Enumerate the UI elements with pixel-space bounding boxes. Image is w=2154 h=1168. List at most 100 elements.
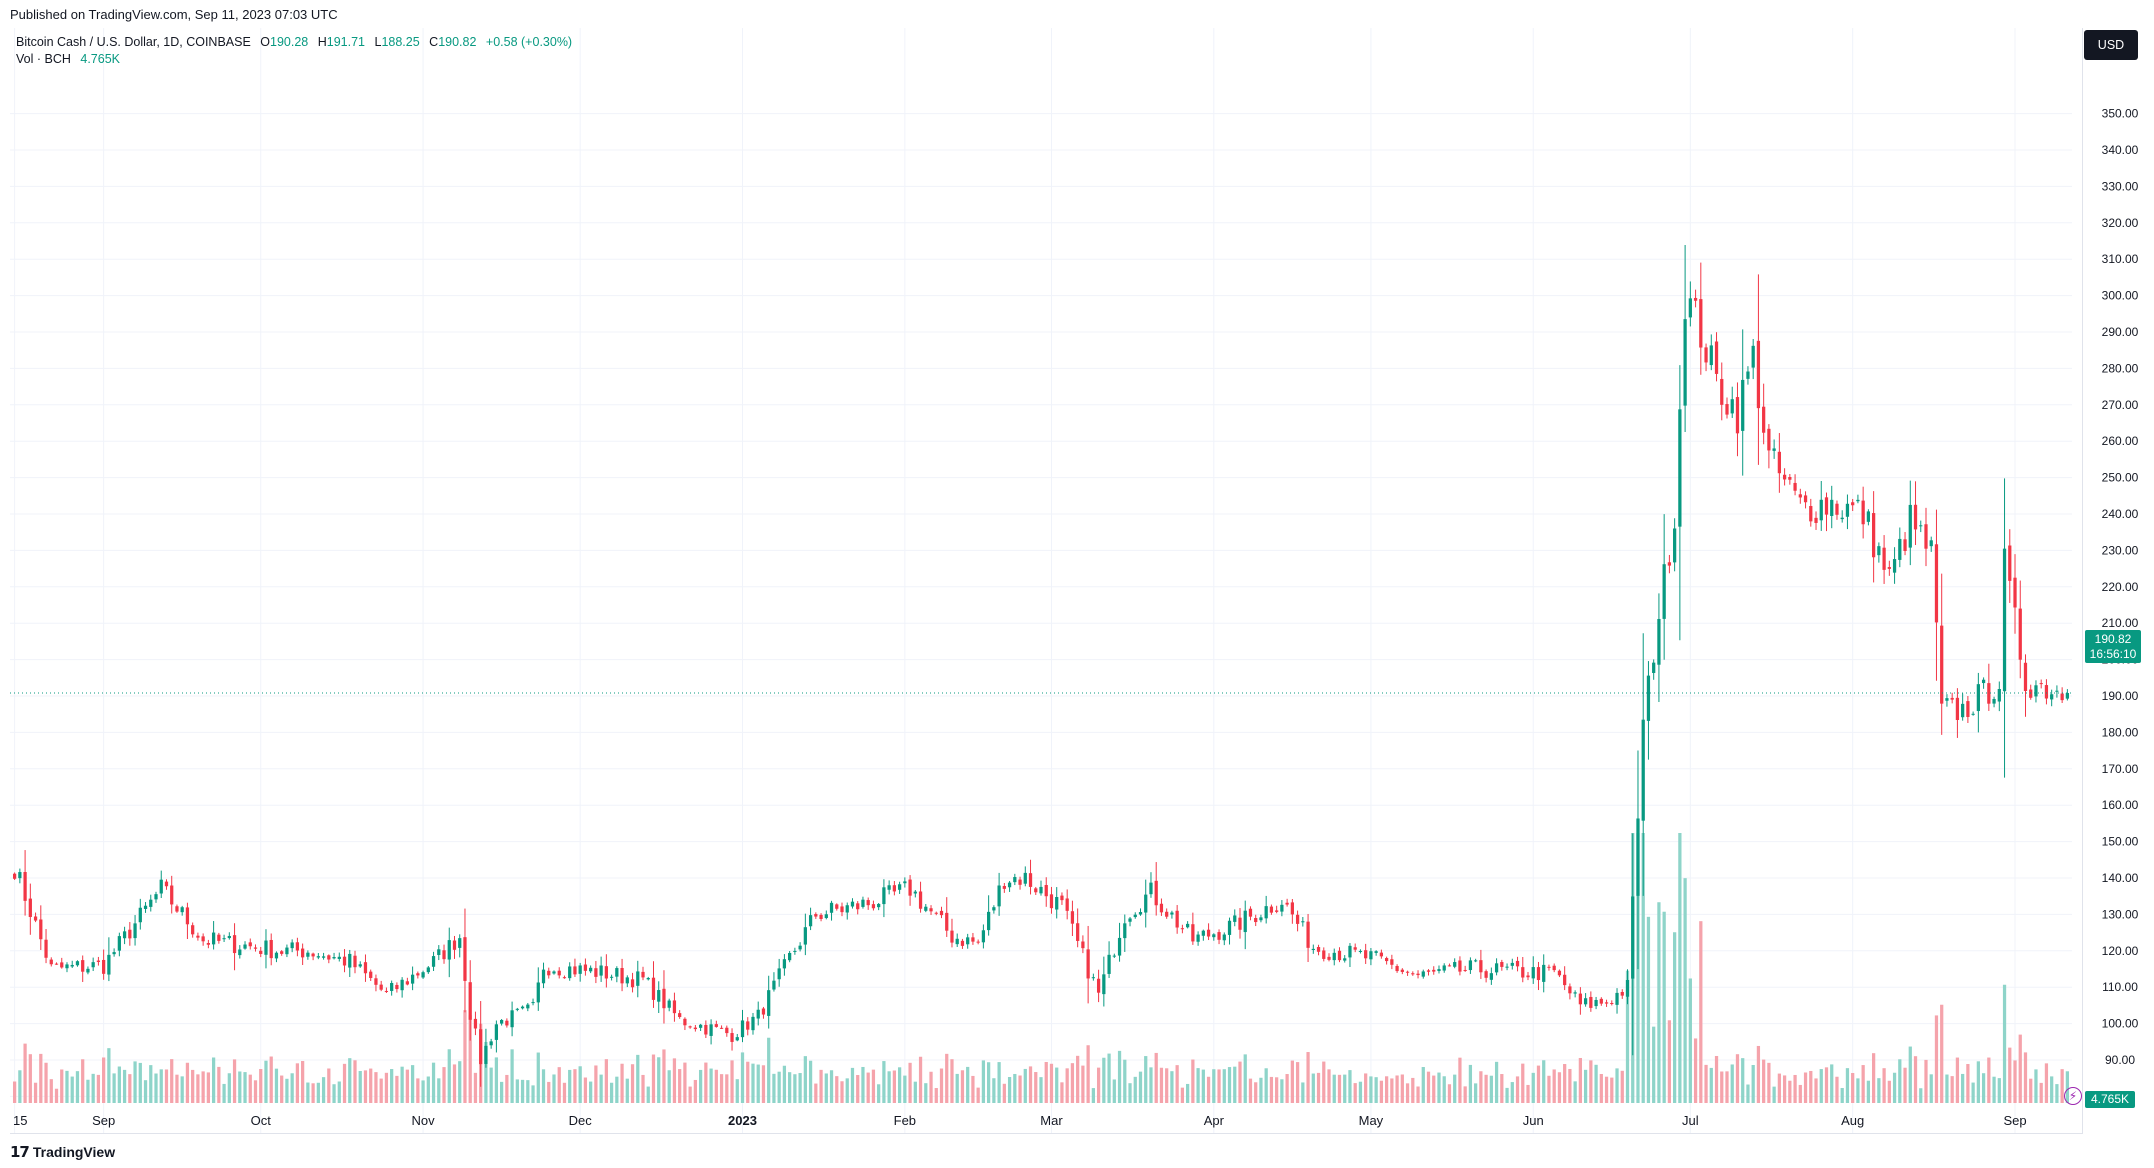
candle-body [662, 988, 666, 1009]
volume-bar [824, 1073, 828, 1103]
last-price-value: 190.82 [2094, 632, 2132, 646]
candle-body [2065, 693, 2070, 699]
candle-body [1824, 497, 1829, 515]
volume-bar [1458, 1057, 1462, 1103]
tradingview-brand[interactable]: 𝟭𝟳 TradingView [10, 1143, 115, 1161]
volume-bar [316, 1082, 320, 1103]
candle-body [133, 923, 137, 939]
volume-bar [1348, 1070, 1352, 1103]
legend-row-price: Bitcoin Cash / U.S. Dollar, 1D, COINBASE… [16, 34, 572, 51]
volume-bar [227, 1073, 231, 1103]
lightning-icon[interactable]: ⚡ [2064, 1087, 2082, 1105]
volume-bar [1254, 1082, 1258, 1103]
candle-body [1070, 911, 1075, 924]
candle-body [1950, 697, 1954, 700]
volume-bar [500, 1081, 504, 1103]
candle-body [788, 952, 792, 961]
candle-body [1536, 967, 1541, 981]
candle-body [1662, 564, 1666, 619]
volume-bar [945, 1053, 949, 1103]
volume-bar [442, 1067, 446, 1103]
candle-body [437, 949, 441, 955]
candle-body [65, 964, 69, 969]
volume-bar [1484, 1074, 1488, 1103]
volume-bar [646, 1086, 650, 1103]
candle-body [390, 982, 394, 991]
candle-body [1919, 525, 1923, 527]
candle-body [646, 978, 650, 980]
volume-bar [301, 1061, 305, 1103]
candle-body [1028, 873, 1033, 887]
candle-body [1803, 495, 1808, 503]
volume-bar [1206, 1076, 1211, 1103]
candle-body [1610, 1003, 1614, 1005]
candle-body [1248, 908, 1253, 917]
candle-body [688, 1026, 692, 1028]
candle-body [1007, 882, 1012, 888]
volume-bar [81, 1059, 85, 1103]
candle-body [1133, 914, 1137, 918]
volume-bar [808, 1060, 813, 1103]
volume-bar [1474, 1083, 1478, 1103]
candle-body [620, 967, 624, 984]
candle-body [1615, 992, 1619, 1005]
candle-body [191, 925, 195, 935]
volume-bar [295, 1063, 300, 1103]
candle-body [892, 885, 896, 892]
volume-bar [1866, 1080, 1871, 1103]
volume-bar [122, 1069, 127, 1103]
volume-bar [1468, 1064, 1473, 1103]
y-tick-label: 180.00 [2102, 725, 2139, 739]
high-label: H [317, 35, 327, 49]
volume-bar [1222, 1069, 1226, 1103]
candle-body [829, 902, 834, 913]
volume-bar [133, 1061, 137, 1103]
candle-body [657, 990, 661, 1002]
candle-body [966, 937, 970, 945]
candle-body [1400, 969, 1404, 972]
candle-body [1646, 675, 1651, 721]
candle-body [431, 956, 436, 967]
volume-bar [1803, 1072, 1808, 1103]
candle-body [1107, 954, 1111, 974]
volume-bar [531, 1085, 535, 1103]
volume-bar [1709, 1067, 1713, 1103]
candle-body [1751, 345, 1755, 368]
volume-bar [1175, 1065, 1179, 1103]
y-tick-label: 240.00 [2102, 507, 2139, 521]
candle-body [871, 904, 876, 909]
volume-bar [709, 1068, 713, 1103]
volume-bar [1793, 1074, 1797, 1103]
volume-bar [866, 1072, 870, 1103]
candle-body [1212, 934, 1216, 938]
candle-body [1426, 970, 1431, 972]
volume-bar [1594, 1064, 1598, 1103]
candle-body [2034, 685, 2038, 697]
candle-body [1196, 934, 1200, 942]
volume-bar [1714, 1055, 1719, 1103]
candle-body [882, 887, 886, 905]
candle-body [1332, 952, 1336, 961]
volume-bar [1934, 1015, 1939, 1103]
candle-body [1987, 683, 1991, 704]
volume-bar [1950, 1076, 1954, 1103]
volume-bar [1479, 1071, 1483, 1103]
currency-button[interactable]: USD [2084, 30, 2138, 60]
volume-bar [1782, 1075, 1787, 1103]
volume-bar [1123, 1059, 1127, 1103]
volume-bar [1238, 1061, 1242, 1103]
candle-body [1039, 886, 1043, 894]
volume-bar [1704, 1064, 1708, 1103]
x-tick-label: Jun [1523, 1113, 1544, 1128]
volume-bar [1065, 1068, 1069, 1103]
candle-body [1285, 902, 1289, 905]
volume-bar [60, 1069, 64, 1103]
candle-body [1337, 950, 1342, 961]
volume-bar [840, 1081, 844, 1103]
candle-body [918, 891, 923, 909]
chart-area[interactable]: 15 Sep Oct Nov Dec 2023 Feb Mar Apr May Jun Jul Aug S… [10, 28, 2139, 1134]
price-chart[interactable]: 15 Sep Oct Nov Dec 2023 Feb Mar Apr May Jun Jul Aug S… [10, 28, 2154, 1163]
candle-body [1725, 404, 1729, 415]
volume-bar [1971, 1082, 1975, 1103]
candle-body [672, 1000, 677, 1014]
